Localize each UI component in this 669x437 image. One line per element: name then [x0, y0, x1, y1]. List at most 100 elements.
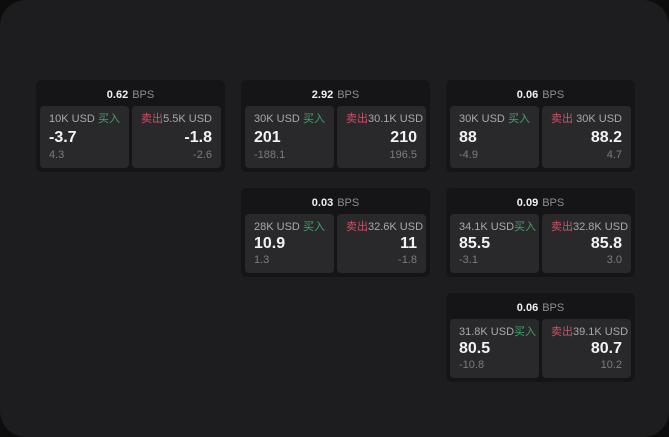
- spread-unit: BPS: [337, 89, 360, 101]
- sell-header-row: 卖出 39.1K USD: [551, 326, 628, 339]
- buy-panel[interactable]: 10K USD 买入 -3.7 4.3: [40, 106, 129, 168]
- buy-tag: 买入: [514, 221, 537, 233]
- sell-delta: 10.2: [600, 359, 622, 371]
- buy-delta: -10.8: [459, 359, 485, 371]
- buy-delta: 4.3: [49, 149, 65, 161]
- spread-unit: BPS: [542, 89, 565, 101]
- quote-card[interactable]: 0.06 BPS 30K USD 买入 88 -4.9 卖出 30K USD 8…: [446, 80, 635, 172]
- quote-card[interactable]: 0.62 BPS 10K USD 买入 -3.7 4.3 卖出 5.5K USD…: [36, 80, 225, 172]
- buy-panel[interactable]: 34.1K USD 买入 85.5 -3.1: [450, 214, 539, 273]
- sell-price: 85.8: [590, 235, 622, 252]
- buy-panel[interactable]: 30K USD 买入 201 -188.1: [245, 106, 334, 168]
- buy-header-row: 34.1K USD 买入: [459, 221, 536, 234]
- buy-amount: 30K USD: [254, 113, 300, 125]
- buy-price: -3.7: [49, 128, 77, 146]
- buy-header-row: 10K USD 买入: [49, 113, 120, 126]
- quote-card[interactable]: 0.09 BPS 34.1K USD 买入 85.5 -3.1 卖出 32.8K…: [446, 188, 635, 277]
- sell-header-row: 卖出 32.8K USD: [551, 221, 628, 234]
- spread-value: 0.06: [516, 302, 539, 314]
- sell-tag: 卖出: [551, 326, 573, 338]
- spread-unit: BPS: [542, 197, 565, 209]
- spread-header: 0.06 BPS: [450, 297, 631, 319]
- quote-panels: 28K USD 买入 10.9 1.3 卖出 32.6K USD 11 -1.8: [245, 214, 426, 273]
- sell-panel[interactable]: 卖出 30.1K USD 210 196.5: [337, 106, 426, 168]
- spread-header: 0.03 BPS: [245, 192, 426, 214]
- spread-unit: BPS: [337, 197, 360, 209]
- buy-tag: 买入: [98, 113, 120, 125]
- sell-price: 11: [400, 235, 417, 252]
- buy-header-row: 30K USD 买入: [254, 113, 325, 126]
- quote-panels: 34.1K USD 买入 85.5 -3.1 卖出 32.8K USD 85.8…: [450, 214, 631, 273]
- sell-header-row: 卖出 30.1K USD: [346, 113, 423, 126]
- sell-header-row: 卖出 30K USD: [551, 113, 622, 126]
- buy-price: 10.9: [254, 235, 286, 252]
- buy-amount: 28K USD: [254, 221, 300, 233]
- sell-panel[interactable]: 卖出 39.1K USD 80.7 10.2: [542, 319, 631, 378]
- buy-header-row: 31.8K USD 买入: [459, 326, 536, 339]
- quote-panels: 31.8K USD 买入 80.5 -10.8 卖出 39.1K USD 80.…: [450, 319, 631, 378]
- buy-tag: 买入: [514, 326, 537, 338]
- quote-panels: 30K USD 买入 201 -188.1 卖出 30.1K USD 210 1…: [245, 106, 426, 168]
- buy-amount: 34.1K USD: [459, 221, 515, 233]
- sell-tag: 卖出: [551, 221, 573, 233]
- buy-amount: 30K USD: [459, 113, 505, 125]
- buy-price: 201: [254, 128, 281, 146]
- buy-delta: -3.1: [459, 254, 478, 266]
- sell-tag: 卖出: [346, 221, 368, 233]
- sell-amount: 32.8K USD: [573, 221, 629, 233]
- quote-card[interactable]: 2.92 BPS 30K USD 买入 201 -188.1 卖出 30.1K …: [241, 80, 430, 172]
- sell-panel[interactable]: 卖出 32.6K USD 11 -1.8: [337, 214, 426, 273]
- buy-delta: -4.9: [459, 149, 478, 161]
- buy-panel[interactable]: 28K USD 买入 10.9 1.3: [245, 214, 334, 273]
- sell-tag: 卖出: [141, 113, 163, 125]
- quote-panels: 10K USD 买入 -3.7 4.3 卖出 5.5K USD -1.8 -2.…: [40, 106, 221, 168]
- buy-tag: 买入: [303, 221, 325, 233]
- sell-delta: 3.0: [606, 254, 622, 266]
- sell-delta: -2.6: [193, 149, 212, 161]
- buy-delta: -188.1: [254, 149, 286, 161]
- sell-panel[interactable]: 卖出 5.5K USD -1.8 -2.6: [132, 106, 221, 168]
- quote-card[interactable]: 0.06 BPS 31.8K USD 买入 80.5 -10.8 卖出 39.1…: [446, 293, 635, 382]
- buy-header-row: 28K USD 买入: [254, 221, 325, 234]
- spread-header: 2.92 BPS: [245, 84, 426, 106]
- spread-value: 0.06: [516, 89, 539, 101]
- sell-tag: 卖出: [551, 113, 573, 125]
- sell-delta: -1.8: [398, 254, 417, 266]
- buy-price: 88: [459, 128, 477, 146]
- sell-price: 88.2: [590, 128, 622, 146]
- buy-price: 85.5: [459, 235, 491, 252]
- buy-panel[interactable]: 31.8K USD 买入 80.5 -10.8: [450, 319, 539, 378]
- spread-header: 0.62 BPS: [40, 84, 221, 106]
- quote-card[interactable]: 0.03 BPS 28K USD 买入 10.9 1.3 卖出 32.6K US…: [241, 188, 430, 277]
- spread-unit: BPS: [542, 302, 565, 314]
- spread-header: 0.09 BPS: [450, 192, 631, 214]
- buy-price: 80.5: [459, 340, 491, 357]
- buy-amount: 31.8K USD: [459, 326, 515, 338]
- buy-header-row: 30K USD 买入: [459, 113, 530, 126]
- sell-amount: 39.1K USD: [573, 326, 629, 338]
- buy-amount: 10K USD: [49, 113, 95, 125]
- buy-tag: 买入: [303, 113, 325, 125]
- quote-panels: 30K USD 买入 88 -4.9 卖出 30K USD 88.2 4.7: [450, 106, 631, 168]
- buy-tag: 买入: [508, 113, 530, 125]
- sell-amount: 5.5K USD: [163, 113, 212, 125]
- sell-panel[interactable]: 卖出 32.8K USD 85.8 3.0: [542, 214, 631, 273]
- sell-tag: 卖出: [346, 113, 368, 125]
- spread-value: 2.92: [311, 89, 334, 101]
- buy-delta: 1.3: [254, 254, 270, 266]
- sell-amount: 30K USD: [576, 113, 622, 125]
- spread-value: 0.03: [311, 197, 334, 209]
- sell-amount: 30.1K USD: [368, 113, 424, 125]
- sell-delta: 196.5: [389, 149, 417, 161]
- spread-header: 0.06 BPS: [450, 84, 631, 106]
- sell-panel[interactable]: 卖出 30K USD 88.2 4.7: [542, 106, 631, 168]
- sell-header-row: 卖出 32.6K USD: [346, 221, 423, 234]
- sell-header-row: 卖出 5.5K USD: [141, 113, 212, 126]
- spread-value: 0.62: [106, 89, 129, 101]
- sell-amount: 32.6K USD: [368, 221, 424, 233]
- sell-delta: 4.7: [606, 149, 622, 161]
- sell-price: 80.7: [590, 340, 622, 357]
- sell-price: 210: [390, 128, 417, 146]
- buy-panel[interactable]: 30K USD 买入 88 -4.9: [450, 106, 539, 168]
